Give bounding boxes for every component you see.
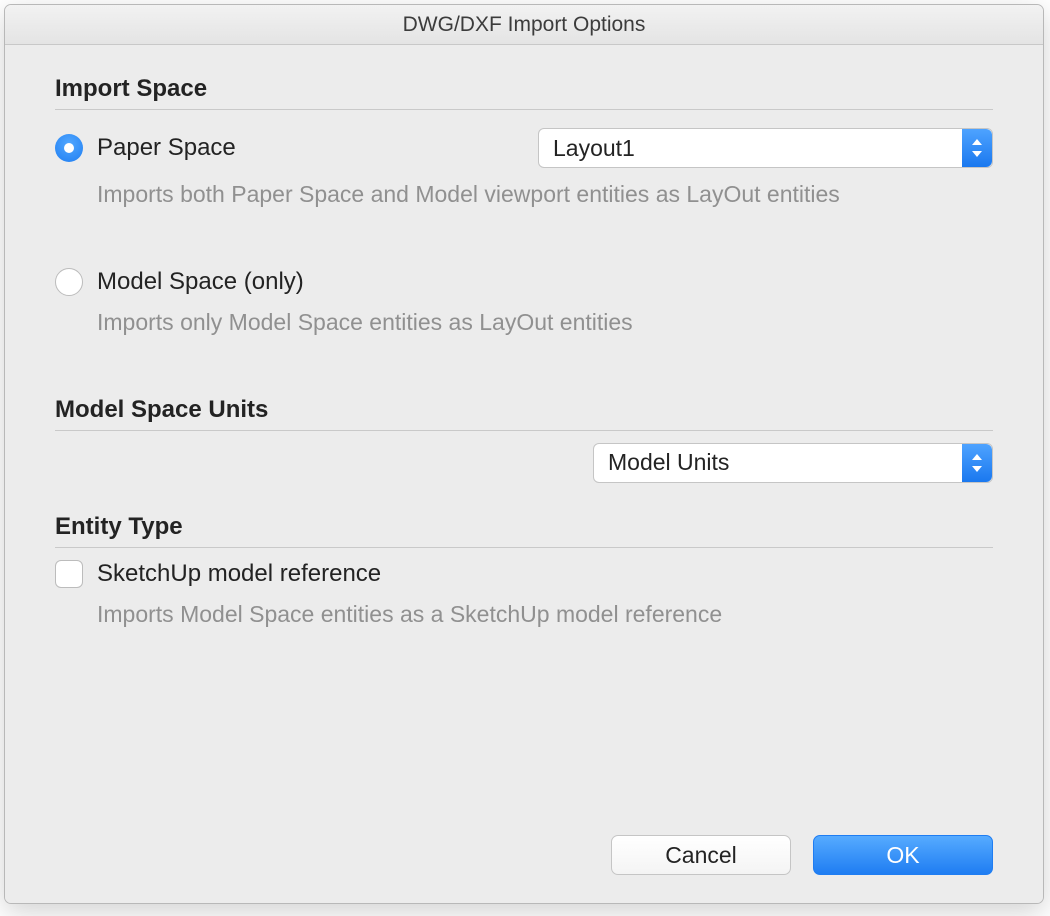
checkbox-row-sketchup: SketchUp model reference	[55, 560, 993, 588]
radio-inner-icon	[64, 143, 74, 153]
units-select-value: Model Units	[608, 449, 729, 476]
option-model-space: Model Space (only) Imports only Model Sp…	[55, 268, 993, 338]
titlebar: DWG/DXF Import Options	[5, 5, 1043, 45]
section-title-entity-type: Entity Type	[55, 513, 993, 548]
ok-button[interactable]: OK	[813, 835, 993, 875]
checkbox-label-sketchup: SketchUp model reference	[97, 560, 381, 588]
dialog-footer: Cancel OK	[55, 795, 993, 885]
stepper-icon	[962, 444, 992, 482]
helper-paper-space: Imports both Paper Space and Model viewp…	[55, 180, 993, 210]
chevron-up-icon	[972, 454, 982, 460]
window-title: DWG/DXF Import Options	[403, 13, 646, 37]
section-title-import-space: Import Space	[55, 75, 993, 110]
option-paper-space: Paper Space Layout1 Imports both Paper S…	[55, 128, 993, 210]
helper-entity-type: Imports Model Space entities as a Sketch…	[55, 600, 993, 630]
layout-select[interactable]: Layout1	[538, 128, 993, 168]
units-row: Model Units	[55, 443, 993, 501]
dialog-window: DWG/DXF Import Options Import Space Pape…	[4, 4, 1044, 904]
cancel-button-label: Cancel	[665, 842, 737, 869]
chevron-down-icon	[972, 151, 982, 157]
radio-label-model-space: Model Space (only)	[97, 268, 304, 296]
option-row-paper-space: Paper Space Layout1	[55, 128, 993, 168]
radio-paper-space[interactable]	[55, 134, 83, 162]
ok-button-label: OK	[886, 842, 919, 869]
layout-select-value: Layout1	[553, 135, 635, 162]
checkbox-sketchup-reference[interactable]	[55, 560, 83, 588]
radio-label-paper-space: Paper Space	[97, 134, 236, 162]
helper-model-space: Imports only Model Space entities as Lay…	[55, 308, 993, 338]
layout-select-wrap: Layout1	[538, 128, 993, 168]
option-row-model-space: Model Space (only)	[55, 268, 993, 296]
radio-col-paper-space: Paper Space	[55, 134, 538, 162]
cancel-button[interactable]: Cancel	[611, 835, 791, 875]
dialog-content: Import Space Paper Space Layout1	[5, 45, 1043, 903]
units-select-wrap: Model Units	[593, 443, 993, 483]
inner-content: Import Space Paper Space Layout1	[27, 65, 1021, 885]
section-title-model-space-units: Model Space Units	[55, 396, 993, 431]
chevron-up-icon	[972, 139, 982, 145]
chevron-down-icon	[972, 466, 982, 472]
units-select[interactable]: Model Units	[593, 443, 993, 483]
stepper-icon	[962, 129, 992, 167]
radio-col-model-space: Model Space (only)	[55, 268, 993, 296]
radio-model-space[interactable]	[55, 268, 83, 296]
